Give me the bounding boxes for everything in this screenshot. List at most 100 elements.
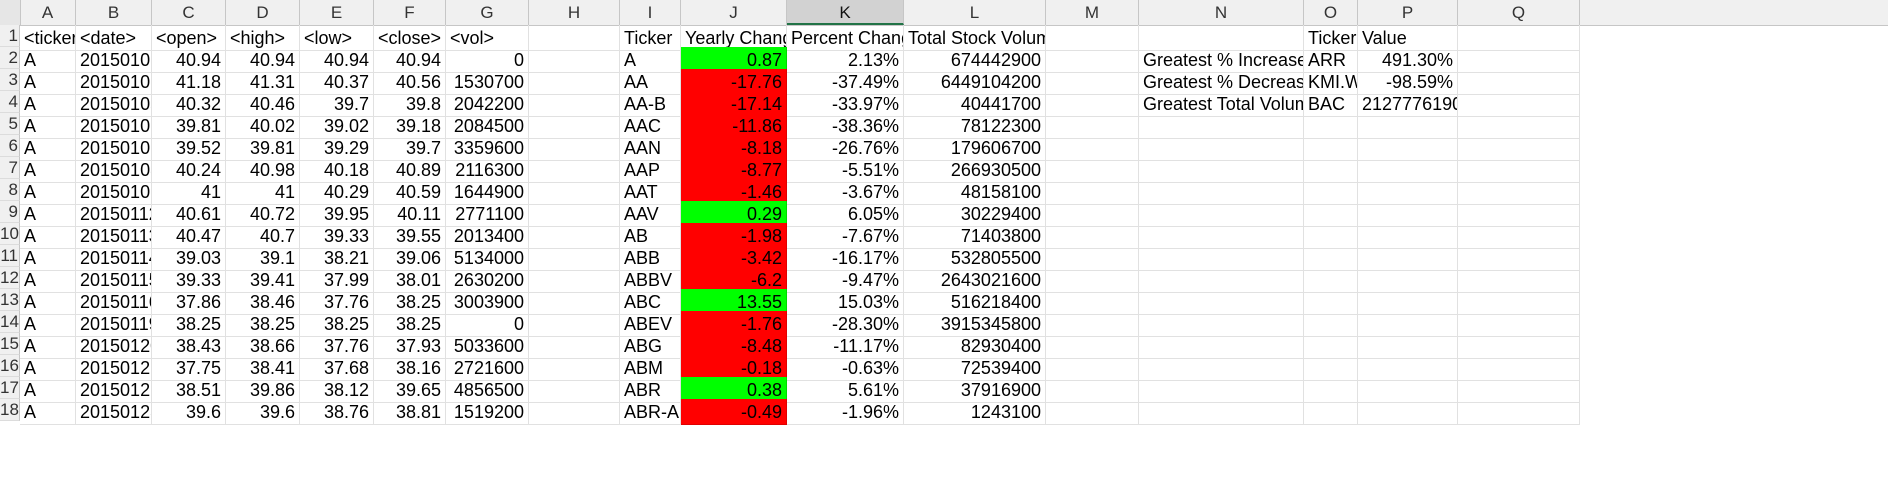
select-all-corner[interactable] (0, 0, 21, 25)
cell-vol[interactable]: 1530700 (446, 69, 529, 95)
cell-close[interactable]: 40.94 (374, 47, 446, 73)
cell-ticker[interactable]: A (20, 245, 76, 271)
stats-value[interactable]: 491.30% (1358, 47, 1458, 73)
empty-cell[interactable] (529, 69, 620, 95)
percent-change-cell[interactable]: -11.17% (787, 333, 904, 359)
empty-cell[interactable] (1139, 179, 1304, 205)
cell-open[interactable]: 39.52 (152, 135, 226, 161)
row-number[interactable]: 4 (0, 91, 20, 113)
cell-high[interactable]: 40.94 (226, 47, 300, 73)
cell-open[interactable]: 40.32 (152, 91, 226, 117)
empty-cell[interactable] (1458, 135, 1580, 161)
cell-open[interactable]: 37.75 (152, 355, 226, 381)
column-header-c[interactable]: C (152, 0, 226, 25)
yearly-change-cell[interactable]: -0.18 (681, 355, 787, 381)
cell-open[interactable]: 39.81 (152, 113, 226, 139)
percent-change-cell[interactable]: -38.36% (787, 113, 904, 139)
cell-open[interactable]: 37.86 (152, 289, 226, 315)
summary-ticker[interactable]: AAC (620, 113, 681, 139)
cell-low[interactable]: 38.25 (300, 311, 374, 337)
cell-low[interactable]: 40.94 (300, 47, 374, 73)
cell-ticker[interactable]: A (20, 179, 76, 205)
empty-cell[interactable] (1046, 69, 1139, 95)
empty-cell[interactable] (529, 47, 620, 73)
empty-cell[interactable] (1358, 245, 1458, 271)
cell-vol[interactable]: 2042200 (446, 91, 529, 117)
stats-label[interactable]: Greatest % Decrease (1139, 69, 1304, 95)
cell-open[interactable]: 41.18 (152, 69, 226, 95)
percent-change-cell[interactable]: -1.96% (787, 399, 904, 425)
empty-cell[interactable] (1139, 333, 1304, 359)
total-volume-cell[interactable]: 82930400 (904, 333, 1046, 359)
empty-cell[interactable] (1046, 377, 1139, 403)
cell-high[interactable]: 41 (226, 179, 300, 205)
row-number[interactable]: 2 (0, 47, 20, 69)
empty-cell[interactable] (1046, 201, 1139, 227)
empty-cell[interactable] (1139, 201, 1304, 227)
total-volume-cell[interactable]: 3915345800 (904, 311, 1046, 337)
total-volume-cell[interactable]: 78122300 (904, 113, 1046, 139)
row-number[interactable]: 13 (0, 289, 20, 311)
cell-vol[interactable]: 2721600 (446, 355, 529, 381)
cell-vol[interactable]: 4856500 (446, 377, 529, 403)
percent-change-cell[interactable]: 2.13% (787, 47, 904, 73)
empty-cell[interactable] (1139, 267, 1304, 293)
cell-high[interactable]: 38.41 (226, 355, 300, 381)
summary-ticker[interactable]: AA-B (620, 91, 681, 117)
empty-cell[interactable] (1304, 113, 1358, 139)
summary-ticker[interactable]: AA (620, 69, 681, 95)
row-number[interactable]: 1 (0, 25, 20, 47)
empty-cell[interactable] (1304, 201, 1358, 227)
row-number[interactable]: 12 (0, 267, 20, 289)
cell-ticker[interactable]: A (20, 289, 76, 315)
percent-change-cell[interactable]: -0.63% (787, 355, 904, 381)
stats-ticker[interactable]: KMI.W (1304, 69, 1358, 95)
total-volume-cell[interactable]: 48158100 (904, 179, 1046, 205)
empty-cell[interactable] (1139, 289, 1304, 315)
empty-cell[interactable] (1046, 245, 1139, 271)
header-total-volume[interactable]: Total Stock Volume (904, 25, 1046, 51)
column-header-l[interactable]: L (904, 0, 1046, 25)
empty-cell[interactable] (1458, 157, 1580, 183)
cell-vol[interactable]: 2084500 (446, 113, 529, 139)
row-number[interactable]: 14 (0, 311, 20, 333)
summary-ticker[interactable]: A (620, 47, 681, 73)
empty-cell[interactable] (1358, 399, 1458, 425)
yearly-change-cell[interactable]: -11.86 (681, 113, 787, 139)
percent-change-cell[interactable]: -9.47% (787, 267, 904, 293)
empty-cell[interactable] (1139, 157, 1304, 183)
yearly-change-cell[interactable]: -8.18 (681, 135, 787, 161)
cell-low[interactable]: 39.02 (300, 113, 374, 139)
row-number[interactable]: 6 (0, 135, 20, 157)
empty-cell[interactable] (1458, 333, 1580, 359)
cell-low[interactable]: 40.29 (300, 179, 374, 205)
empty-cell[interactable] (1046, 47, 1139, 73)
summary-ticker[interactable]: ABBV (620, 267, 681, 293)
empty-cell[interactable] (1139, 399, 1304, 425)
header-stats-value[interactable]: Value (1358, 25, 1458, 51)
cell-vol[interactable]: 1519200 (446, 399, 529, 425)
row-number[interactable]: 17 (0, 377, 20, 399)
empty-cell[interactable] (1304, 245, 1358, 271)
total-volume-cell[interactable]: 71403800 (904, 223, 1046, 249)
cell-open[interactable]: 38.25 (152, 311, 226, 337)
yearly-change-cell[interactable]: -0.49 (681, 399, 787, 425)
total-volume-cell[interactable]: 516218400 (904, 289, 1046, 315)
cell-vol[interactable]: 0 (446, 311, 529, 337)
empty-cell[interactable] (1358, 223, 1458, 249)
cell-close[interactable]: 40.89 (374, 157, 446, 183)
row-number[interactable]: 15 (0, 333, 20, 355)
header-high[interactable]: <high> (226, 25, 300, 51)
summary-ticker[interactable]: AAN (620, 135, 681, 161)
cell-high[interactable]: 39.41 (226, 267, 300, 293)
yearly-change-cell[interactable]: -6.2 (681, 267, 787, 293)
summary-ticker[interactable]: ABR-A (620, 399, 681, 425)
cell-low[interactable]: 39.95 (300, 201, 374, 227)
column-header-k[interactable]: K (787, 0, 904, 25)
empty-cell[interactable] (1458, 377, 1580, 403)
percent-change-cell[interactable]: -37.49% (787, 69, 904, 95)
summary-ticker[interactable]: ABC (620, 289, 681, 315)
empty-cell[interactable] (1358, 157, 1458, 183)
cell-vol[interactable]: 5033600 (446, 333, 529, 359)
total-volume-cell[interactable]: 266930500 (904, 157, 1046, 183)
